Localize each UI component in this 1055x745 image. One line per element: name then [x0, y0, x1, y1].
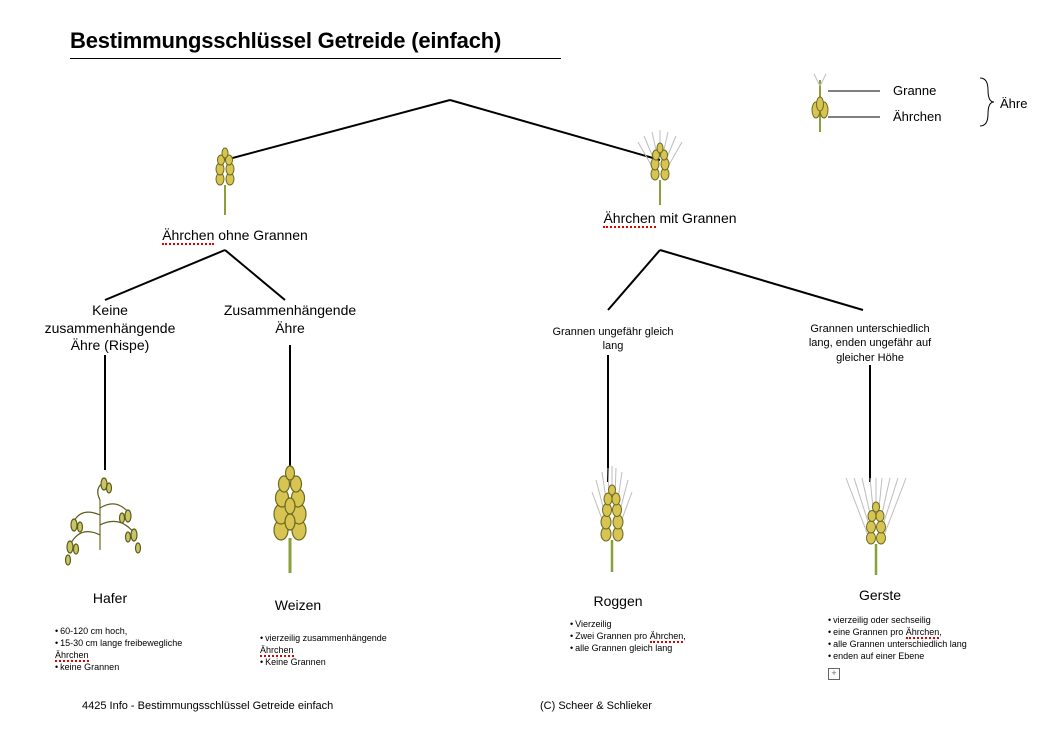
leaf-gerste-bullets: vierzeilig oder sechseilig eine Grannen …: [828, 614, 1008, 663]
node-right-label: Ährchen mit Grannen: [590, 210, 750, 228]
leaf-gerste-name: Gerste: [840, 587, 920, 603]
node-right-right-label: Grannen unterschiedlich lang, enden unge…: [800, 322, 940, 365]
leaf-hafer-bullets: 60-120 cm hoch, 15-30 cm lange freibeweg…: [55, 625, 215, 674]
leaf-weizen-name: Weizen: [258, 597, 338, 613]
leaf-roggen-bullets: Vierzeilig Zwei Grannen pro Ährchen, all…: [570, 618, 740, 654]
footer-center: (C) Scheer & Schlieker: [540, 700, 652, 712]
footer-left: 4425 Info - Bestimmungsschlüssel Getreid…: [82, 700, 333, 712]
legend-aehrchen-label: Ährchen: [893, 109, 941, 124]
node-left-right-label: Zusammenhängende Ähre: [215, 302, 365, 337]
node-right-left-label: Grannen ungefähr gleich lang: [548, 325, 678, 354]
legend-aehre-label: Ähre: [1000, 96, 1027, 111]
leaf-roggen-name: Roggen: [578, 593, 658, 609]
leaf-weizen-bullets: vierzeilig zusammenhängende Ährchen Kein…: [260, 632, 420, 668]
expand-icon[interactable]: +: [828, 668, 840, 680]
node-left-label: Ährchen ohne Grannen: [155, 227, 315, 245]
leaf-hafer-name: Hafer: [70, 590, 150, 606]
node-left-left-label: Keine zusammenhängende Ähre (Rispe): [35, 302, 185, 355]
page-title: Bestimmungsschlüssel Getreide (einfach): [70, 28, 561, 59]
legend-granne-label: Granne: [893, 83, 936, 98]
